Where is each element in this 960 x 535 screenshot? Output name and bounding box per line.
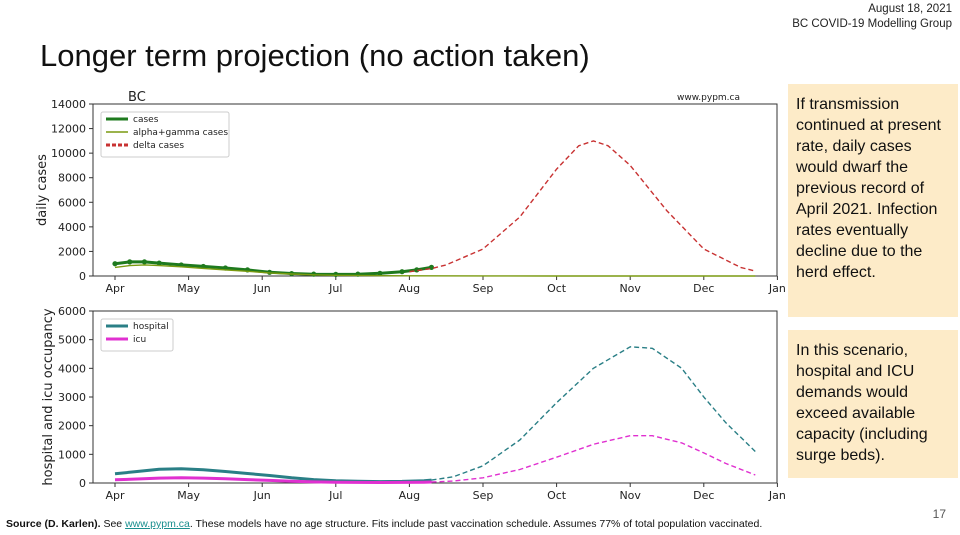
note-top: If transmission continued at present rat… [788, 84, 958, 317]
y-tick-label: 0 [79, 477, 86, 490]
y-tick-label: 0 [79, 270, 86, 283]
x-tick-label: Jul [328, 489, 342, 502]
data-point [333, 271, 339, 278]
slide-title: Longer term projection (no action taken) [40, 38, 590, 73]
legend-entry: hospital [133, 322, 169, 332]
y-axis-label: hospital and icu occupancy [41, 308, 56, 485]
note-bottom: In this scenario, hospital and ICU deman… [788, 330, 958, 478]
y-tick-label: 12000 [51, 123, 86, 136]
x-tick-label: Jun [253, 489, 271, 502]
y-tick-label: 5000 [58, 334, 86, 347]
x-tick-label: Apr [105, 282, 125, 295]
chart-2: 0 1000 2000 3000 4000 5000 6000 Apr May Jun Jul Aug… [41, 305, 786, 502]
x-tick-label: Dec [693, 489, 714, 502]
x-tick-label: Oct [547, 489, 567, 502]
x-tick-label: Jul [328, 282, 342, 295]
data-point [112, 261, 118, 267]
chart-title: BC [128, 90, 146, 105]
x-tick-label: Jun [253, 282, 271, 295]
x-tick-label: Nov [619, 282, 641, 295]
x-tick-label: Aug [399, 489, 420, 502]
footer-link[interactable]: www.pypm.ca [125, 518, 190, 530]
y-tick-label: 6000 [58, 305, 86, 318]
data-point [399, 269, 405, 275]
y-tick-label: 2000 [58, 420, 86, 433]
x-tick-label: Jan [768, 489, 786, 502]
data-point [127, 259, 133, 265]
y-axis-label: daily cases [35, 154, 50, 226]
series-line-icu-projection [431, 435, 756, 483]
y-tick-label: 8000 [58, 172, 86, 185]
chart-watermark: www.pypm.ca [677, 93, 740, 103]
footer-source: Source (D. Karlen). See www.pypm.ca. The… [6, 518, 762, 530]
legend-entry: delta cases [133, 141, 184, 151]
series-line-icu [114, 476, 432, 484]
data-point [141, 259, 148, 265]
data-point [156, 260, 162, 266]
page-number: 17 [932, 507, 946, 521]
chart-1: 0 2000 4000 6000 8000 10000 12000 14000 Apr May Ju… [35, 90, 786, 295]
x-tick-label: Sep [473, 489, 494, 502]
footer-see: See [100, 518, 126, 530]
x-tick-label: May [177, 489, 200, 502]
plot-frame [92, 310, 778, 484]
y-tick-label: 1000 [58, 448, 86, 461]
series-line-hospital-projection [431, 346, 756, 481]
x-tick-label: Nov [619, 489, 641, 502]
y-tick-label: 6000 [58, 196, 86, 209]
legend-entry: cases [133, 115, 159, 125]
y-tick-label: 3000 [58, 391, 86, 404]
x-tick-label: May [177, 282, 200, 295]
x-tick-label: Dec [693, 282, 714, 295]
y-tick-label: 14000 [51, 98, 86, 111]
y-tick-label: 10000 [51, 147, 86, 160]
y-tick-label: 4000 [58, 221, 86, 234]
legend-entry: icu [133, 335, 146, 345]
header-group: BC COVID-19 Modelling Group [792, 18, 952, 30]
x-tick-label: Sep [473, 282, 494, 295]
y-tick-label: 2000 [58, 245, 86, 258]
x-tick-label: Jan [768, 282, 786, 295]
series-line-delta-cases [409, 140, 756, 273]
legend-entry: alpha+gamma cases [133, 128, 228, 138]
y-tick-label: 4000 [58, 362, 86, 375]
x-tick-label: Apr [105, 489, 125, 502]
footer-text: . These models have no age structure. Fi… [189, 518, 763, 530]
slide-header: August 18, 2021 BC COVID-19 Modelling Gr… [792, 2, 952, 32]
x-tick-label: Aug [399, 282, 420, 295]
x-tick-label: Oct [547, 282, 567, 295]
data-point [377, 270, 383, 276]
series-line-alpha-gamma-cases [114, 264, 756, 277]
footer-source-label: Source (D. Karlen). [6, 518, 101, 530]
legend-box [100, 111, 230, 158]
header-date: August 18, 2021 [868, 3, 952, 15]
